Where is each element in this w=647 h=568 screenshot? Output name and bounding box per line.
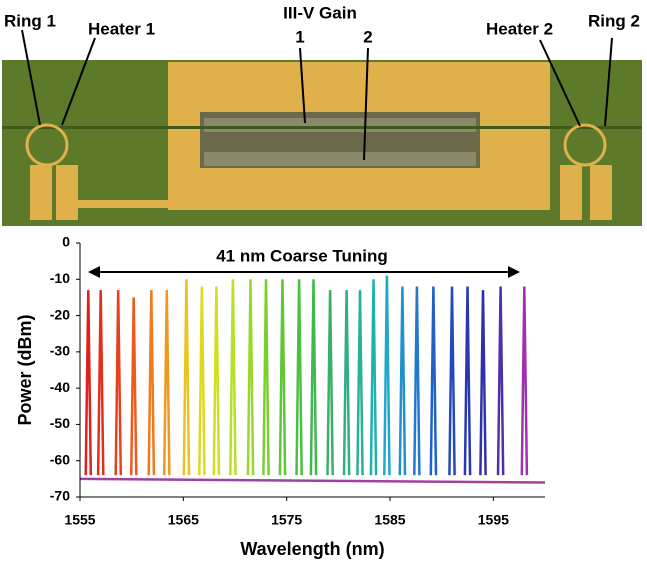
label-heater-1: Heater 1 (88, 19, 155, 38)
x-tick-label: 1555 (64, 512, 95, 528)
spectrum-line (229, 279, 237, 476)
y-tick-label: -60 (50, 451, 70, 467)
spectrum-line (356, 290, 364, 476)
spectrum-line (463, 286, 472, 476)
spectrum-line (212, 286, 221, 476)
x-tick-label: 1575 (271, 512, 302, 528)
trace (78, 200, 168, 208)
pad (560, 165, 582, 220)
x-axis-label: Wavelength (nm) (240, 539, 384, 559)
spectrum-line (278, 279, 287, 476)
spectrum-line (369, 279, 378, 476)
micrograph (2, 29, 642, 226)
y-tick-label: -70 (50, 488, 70, 504)
spectrum-line (79, 477, 546, 484)
spectrum-line (398, 286, 407, 476)
x-tick-label: 1595 (478, 512, 509, 528)
spectrum-line (429, 286, 438, 476)
spectrum-line (262, 279, 270, 476)
y-tick-label: -50 (50, 415, 70, 431)
y-tick-label: 0 (62, 234, 70, 250)
spectrum-line (326, 290, 334, 476)
pad (56, 165, 78, 220)
pad (590, 165, 612, 220)
label-gain: III-V Gain (283, 3, 357, 22)
spectrum-line (295, 279, 303, 476)
spectrum-line (246, 279, 255, 476)
y-tick-label: -20 (50, 306, 70, 322)
arrow-head (508, 266, 520, 278)
y-tick-label: -10 (50, 270, 70, 286)
spectrum-line (342, 290, 351, 476)
spectrum-line (129, 297, 138, 476)
label-ring-2: Ring 2 (588, 11, 640, 30)
spectrum-line (309, 279, 318, 476)
gain-2 (204, 152, 476, 166)
spectrum-line (520, 286, 529, 476)
x-tick-label: 1585 (374, 512, 405, 528)
waveguide (2, 126, 642, 129)
y-tick-label: -40 (50, 379, 70, 395)
spectrum-line (448, 286, 456, 476)
arrow-head (88, 266, 100, 278)
label-heater-2: Heater 2 (486, 19, 553, 38)
ring-2 (563, 123, 607, 167)
spectrum-line (182, 279, 191, 476)
spectrum-line (114, 290, 123, 476)
spectrum-line (84, 290, 93, 476)
label-gain-2: 2 (363, 27, 372, 46)
pad (30, 165, 52, 220)
annotation: 41 nm Coarse Tuning (216, 246, 388, 265)
x-tick-label: 1565 (168, 512, 199, 528)
spectrum-line (162, 290, 171, 476)
spectrum-line (496, 286, 505, 476)
spectrum-line (147, 290, 156, 476)
label-ring-1: Ring 1 (4, 11, 56, 30)
spectrum-line (383, 275, 391, 476)
chart: 0 -10 -20 -30 -40 -50 -60 -70 1555 1565 1575 1585 15… (15, 234, 546, 559)
label-gain-1: 1 (295, 27, 304, 46)
y-axis-label: Power (dBm) (15, 314, 35, 425)
y-tick-label: -30 (50, 343, 70, 359)
spectrum-line (479, 290, 487, 476)
spectrum-line (198, 286, 206, 476)
spectrum-line (413, 286, 421, 476)
spectrum-line (96, 290, 105, 476)
pointer-arrows (21, 29, 613, 161)
gain-1 (204, 118, 476, 132)
